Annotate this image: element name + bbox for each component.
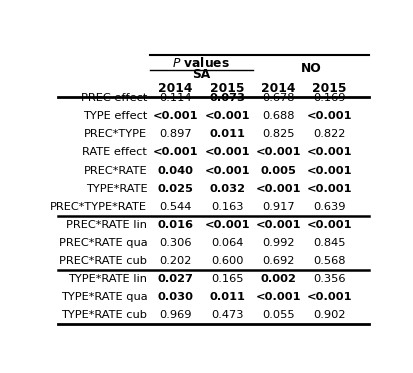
Text: 0.165: 0.165 [210,274,243,283]
Text: TYPE*RATE: TYPE*RATE [85,184,147,194]
Text: 0.688: 0.688 [261,112,294,122]
Text: TYPE*RATE cub: TYPE*RATE cub [61,310,147,320]
Text: <0.001: <0.001 [306,147,351,157]
Text: TYPE*RATE qua: TYPE*RATE qua [60,292,147,302]
Text: <0.001: <0.001 [204,166,249,176]
Text: 0.016: 0.016 [157,220,193,229]
Text: TYPE effect: TYPE effect [83,112,147,122]
Text: 0.897: 0.897 [159,129,192,140]
Text: $\it{P}$ values: $\it{P}$ values [172,56,230,70]
Text: 0.692: 0.692 [261,256,294,266]
Text: 0.822: 0.822 [313,129,345,140]
Text: 0.040: 0.040 [157,166,193,176]
Text: NO: NO [300,62,320,75]
Text: <0.001: <0.001 [306,112,351,122]
Text: PREC*TYPE*RATE: PREC*TYPE*RATE [50,201,147,211]
Text: 0.073: 0.073 [209,93,244,103]
Text: 0.544: 0.544 [159,201,191,211]
Text: 2015: 2015 [209,82,244,95]
Text: <0.001: <0.001 [255,220,300,229]
Text: 0.202: 0.202 [159,256,191,266]
Text: PREC*RATE lin: PREC*RATE lin [66,220,147,229]
Text: 0.032: 0.032 [209,184,244,194]
Text: <0.001: <0.001 [204,220,249,229]
Text: 0.027: 0.027 [157,274,193,283]
Text: 0.163: 0.163 [210,201,243,211]
Text: <0.001: <0.001 [204,112,249,122]
Text: 0.639: 0.639 [313,201,345,211]
Text: <0.001: <0.001 [306,166,351,176]
Text: PREC*TYPE: PREC*TYPE [84,129,147,140]
Text: 0.025: 0.025 [157,184,193,194]
Text: 0.473: 0.473 [210,310,243,320]
Text: 0.002: 0.002 [260,274,296,283]
Text: 0.917: 0.917 [261,201,294,211]
Text: 0.064: 0.064 [210,238,242,248]
Text: PREC*RATE cub: PREC*RATE cub [59,256,147,266]
Text: 2014: 2014 [261,82,295,95]
Text: 0.902: 0.902 [313,310,345,320]
Text: PREC*RATE: PREC*RATE [83,166,147,176]
Text: <0.001: <0.001 [152,147,198,157]
Text: PREC*RATE qua: PREC*RATE qua [59,238,147,248]
Text: 0.114: 0.114 [159,93,192,103]
Text: <0.001: <0.001 [306,184,351,194]
Text: 0.306: 0.306 [159,238,192,248]
Text: 0.568: 0.568 [313,256,345,266]
Text: PREC effect: PREC effect [81,93,147,103]
Text: <0.001: <0.001 [306,292,351,302]
Text: 2014: 2014 [158,82,192,95]
Text: 0.992: 0.992 [261,238,294,248]
Text: 0.169: 0.169 [313,93,345,103]
Text: 0.600: 0.600 [210,256,243,266]
Text: 0.969: 0.969 [159,310,192,320]
Text: SA: SA [192,68,210,81]
Text: 0.678: 0.678 [261,93,294,103]
Text: 0.356: 0.356 [313,274,345,283]
Text: 0.011: 0.011 [209,292,244,302]
Text: 0.055: 0.055 [261,310,294,320]
Text: 0.005: 0.005 [260,166,296,176]
Text: <0.001: <0.001 [306,220,351,229]
Text: 0.825: 0.825 [261,129,294,140]
Text: 0.845: 0.845 [313,238,345,248]
Text: 0.030: 0.030 [157,292,193,302]
Text: <0.001: <0.001 [204,147,249,157]
Text: <0.001: <0.001 [255,147,300,157]
Text: 2015: 2015 [312,82,346,95]
Text: <0.001: <0.001 [255,292,300,302]
Text: <0.001: <0.001 [255,184,300,194]
Text: RATE effect: RATE effect [82,147,147,157]
Text: TYPE*RATE lin: TYPE*RATE lin [68,274,147,283]
Text: 0.011: 0.011 [209,129,244,140]
Text: <0.001: <0.001 [152,112,198,122]
